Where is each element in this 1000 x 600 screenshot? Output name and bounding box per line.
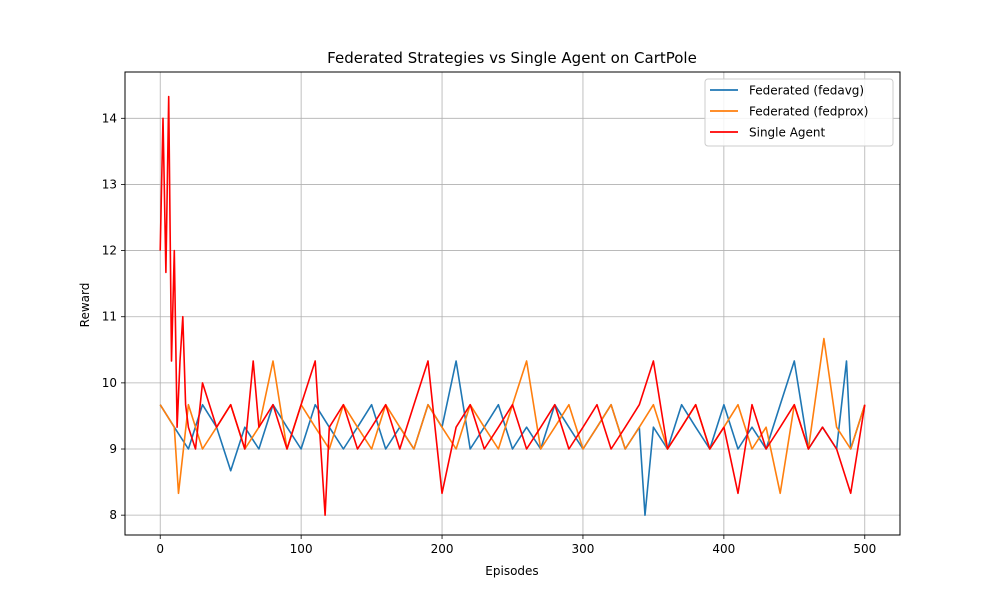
x-tick-label: 0: [156, 542, 164, 556]
legend-label: Federated (fedavg): [749, 84, 864, 98]
series-line-2: [159, 95, 866, 517]
y-tick-label: 12: [102, 244, 117, 258]
legend-label: Federated (fedprox): [749, 105, 868, 119]
x-tick-label: 100: [290, 542, 313, 556]
x-tick-label: 500: [853, 542, 876, 556]
legend: Federated (fedavg) Federated (fedprox) Sin…: [704, 78, 894, 147]
plot-background: [125, 72, 900, 535]
y-tick-label: 8: [109, 508, 117, 522]
y-tick-label: 9: [109, 442, 117, 456]
legend-label: Single Agent: [749, 126, 826, 140]
y-tick-label: 11: [102, 310, 117, 324]
y-tick-label: 13: [102, 177, 117, 191]
x-tick-label: 200: [431, 542, 454, 556]
legend-box: [704, 78, 894, 147]
y-axis-label: Reward: [78, 283, 92, 328]
x-tick-label: 400: [712, 542, 735, 556]
series-layer: [159, 95, 866, 517]
plot-frame: [124, 71, 901, 536]
chart-title: Federated Strategies vs Single Agent on …: [327, 49, 697, 67]
y-tick-label: 10: [102, 376, 117, 390]
y-tick-label: 14: [102, 111, 117, 125]
plot-area: 0 100 200 300 400 500 8 9 10 11 12 13 14: [102, 71, 901, 556]
series-line-1: [159, 337, 866, 495]
x-axis-label: Episodes: [485, 564, 538, 578]
x-tick-label: 300: [572, 542, 595, 556]
ticks: 0 100 200 300 400 500 8 9 10 11 12 13 14: [102, 111, 877, 556]
